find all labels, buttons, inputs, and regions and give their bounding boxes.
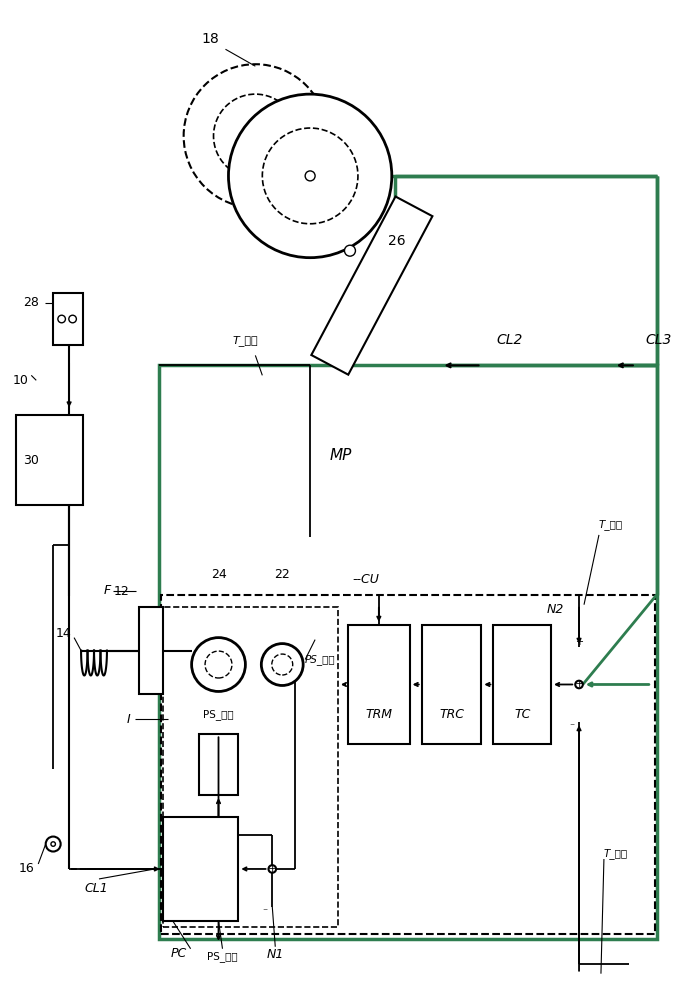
- Bar: [198, 734, 239, 795]
- Text: +: +: [575, 637, 583, 647]
- Circle shape: [345, 245, 356, 256]
- Text: T_误差: T_误差: [599, 519, 623, 530]
- Text: 24: 24: [211, 568, 226, 581]
- Text: PS_误差: PS_误差: [207, 951, 238, 962]
- Circle shape: [205, 651, 232, 678]
- Circle shape: [228, 94, 392, 258]
- Bar: [16, 415, 83, 505]
- Bar: [163, 607, 338, 927]
- Text: 16: 16: [18, 862, 34, 875]
- Circle shape: [213, 94, 297, 178]
- Text: +: +: [575, 679, 583, 689]
- Text: N1: N1: [267, 948, 284, 961]
- Text: T_测量: T_测量: [233, 335, 258, 346]
- Bar: [311, 197, 432, 375]
- Circle shape: [58, 315, 66, 323]
- Circle shape: [183, 64, 327, 208]
- Text: 30: 30: [23, 454, 39, 467]
- Bar: [53, 293, 83, 345]
- Text: CL1: CL1: [84, 882, 108, 895]
- Text: TRM: TRM: [365, 708, 393, 721]
- Text: --CU: --CU: [352, 573, 379, 586]
- Text: 12: 12: [114, 585, 130, 598]
- Text: N2: N2: [547, 603, 564, 616]
- Circle shape: [263, 128, 358, 224]
- Text: CL3: CL3: [646, 333, 672, 347]
- Circle shape: [575, 681, 583, 688]
- Text: 22: 22: [274, 568, 290, 581]
- Text: +: +: [267, 864, 277, 874]
- Circle shape: [69, 315, 77, 323]
- Bar: [348, 625, 410, 744]
- Text: 14: 14: [55, 627, 71, 640]
- Bar: [493, 625, 551, 744]
- Circle shape: [46, 837, 61, 852]
- Bar: [161, 595, 655, 934]
- Text: ⁻: ⁻: [263, 907, 267, 917]
- Circle shape: [51, 842, 55, 846]
- Text: 18: 18: [202, 32, 220, 46]
- Bar: [159, 365, 657, 939]
- Text: 26: 26: [388, 234, 406, 248]
- Circle shape: [192, 638, 246, 691]
- Bar: [163, 817, 239, 921]
- Text: T_参考: T_参考: [604, 849, 628, 859]
- Bar: [139, 607, 163, 694]
- Circle shape: [272, 654, 293, 675]
- Bar: [421, 625, 482, 744]
- Text: PS_实际: PS_实际: [203, 709, 234, 720]
- Text: I: I: [127, 713, 131, 726]
- Text: F: F: [104, 584, 111, 597]
- Text: 28: 28: [23, 296, 39, 309]
- Text: ⁻: ⁻: [569, 722, 575, 732]
- Text: TC: TC: [514, 708, 531, 721]
- Circle shape: [261, 644, 303, 685]
- Text: CL2: CL2: [497, 333, 523, 347]
- Text: PC: PC: [170, 947, 187, 960]
- Text: PS_参考: PS_参考: [305, 654, 336, 665]
- Text: TRC: TRC: [439, 708, 464, 721]
- Circle shape: [305, 171, 315, 181]
- Text: MP: MP: [330, 448, 352, 463]
- Text: 10: 10: [12, 374, 28, 387]
- Circle shape: [269, 865, 276, 873]
